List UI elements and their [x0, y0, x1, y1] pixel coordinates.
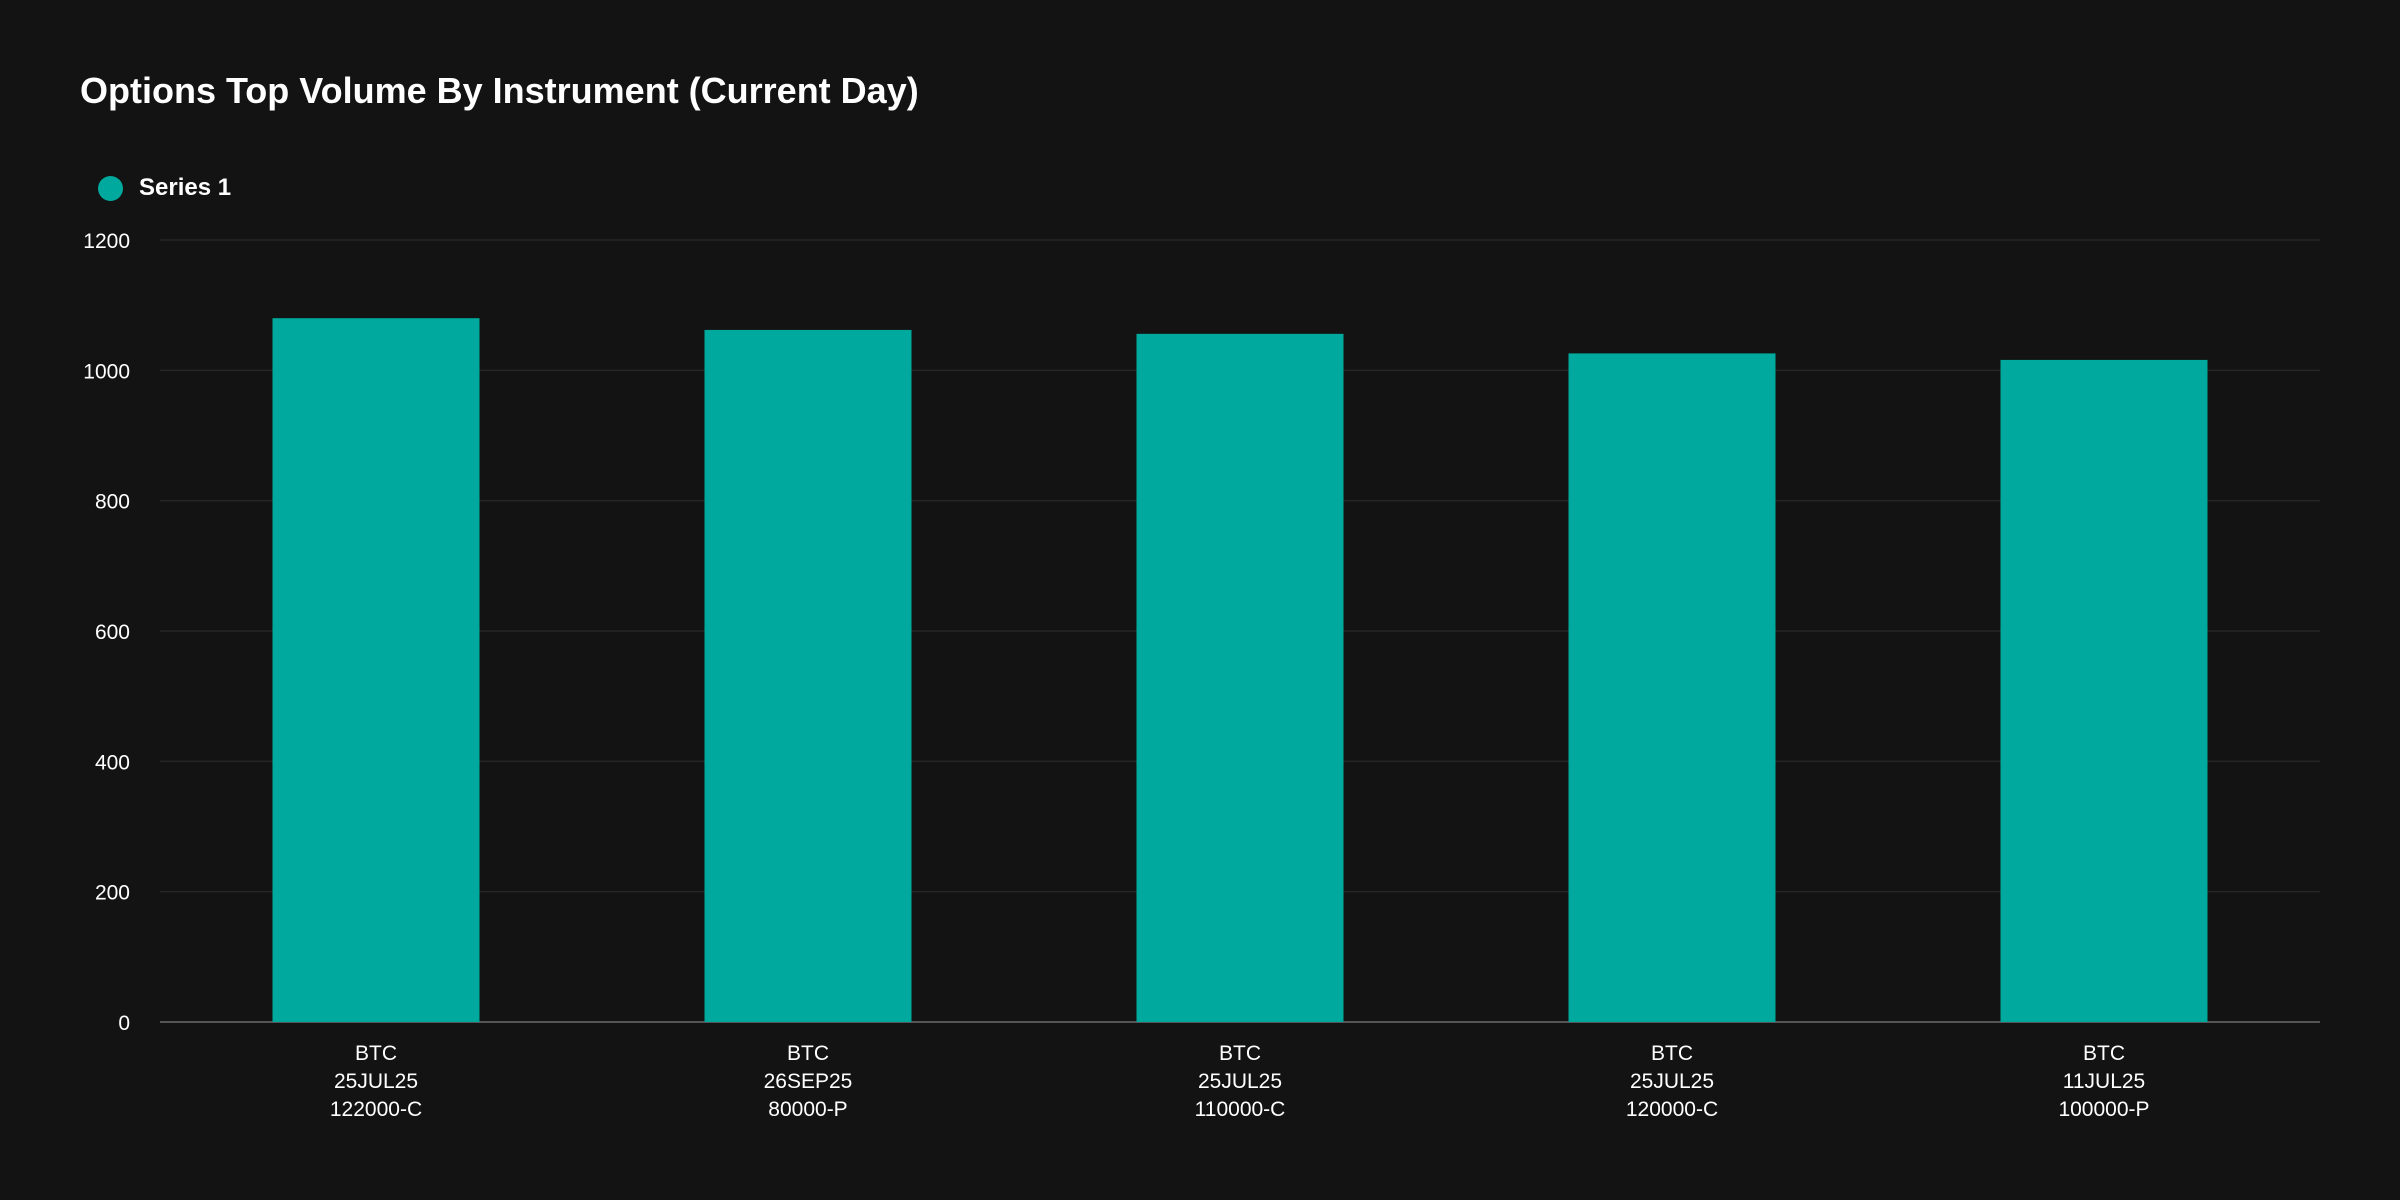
- legend-label-series-1: Series 1: [139, 174, 232, 201]
- x-tick-label-line: 26SEP25: [764, 1070, 853, 1093]
- x-tick-label-line: 122000-C: [330, 1098, 422, 1121]
- legend-swatch: [98, 175, 123, 201]
- x-tick-label-4: BTC 25JUL25 120000-C: [1626, 1042, 1718, 1121]
- x-tick-label-line: BTC: [2083, 1042, 2125, 1065]
- bar-1: [272, 318, 480, 1022]
- x-tick-label-line: BTC: [1651, 1042, 1693, 1065]
- x-tick-label-2: BTC 26SEP25 80000-P: [764, 1042, 853, 1121]
- y-tick-label-1000: 1000: [83, 360, 130, 383]
- chart-title: Options Top Volume By Instrument (Curren…: [80, 70, 919, 111]
- x-tick-label-line: BTC: [355, 1042, 397, 1065]
- y-tick-label-1200: 1200: [83, 230, 130, 253]
- y-tick-label-800: 800: [95, 491, 130, 514]
- x-tick-label-line: 25JUL25: [334, 1070, 418, 1093]
- bar-3: [1136, 333, 1344, 1023]
- y-tick-label-0: 0: [118, 1012, 130, 1035]
- y-tick-label-600: 600: [95, 621, 130, 644]
- x-tick-label-line: 100000-P: [2058, 1098, 2149, 1121]
- x-tick-label-line: 25JUL25: [1198, 1070, 1282, 1093]
- x-tick-label-1: BTC 25JUL25 122000-C: [330, 1042, 422, 1121]
- bar-5: [2000, 359, 2208, 1022]
- x-tick-label-3: BTC 25JUL25 110000-C: [1195, 1042, 1286, 1121]
- x-tick-label-line: 11JUL25: [2063, 1070, 2146, 1093]
- bar-4: [1568, 353, 1776, 1022]
- x-tick-label-line: BTC: [787, 1042, 829, 1065]
- bar-2: [704, 329, 912, 1022]
- y-tick-label-200: 200: [95, 882, 130, 905]
- x-tick-label-line: 120000-C: [1626, 1098, 1718, 1121]
- x-tick-label-line: 25JUL25: [1630, 1070, 1714, 1093]
- x-tick-label-5: BTC 11JUL25 100000-P: [2058, 1042, 2149, 1121]
- x-tick-label-line: BTC: [1219, 1042, 1261, 1065]
- x-tick-label-line: 110000-C: [1195, 1098, 1286, 1121]
- x-tick-label-line: 80000-P: [768, 1098, 847, 1121]
- y-tick-label-400: 400: [95, 751, 130, 774]
- legend: Series 1: [98, 174, 231, 202]
